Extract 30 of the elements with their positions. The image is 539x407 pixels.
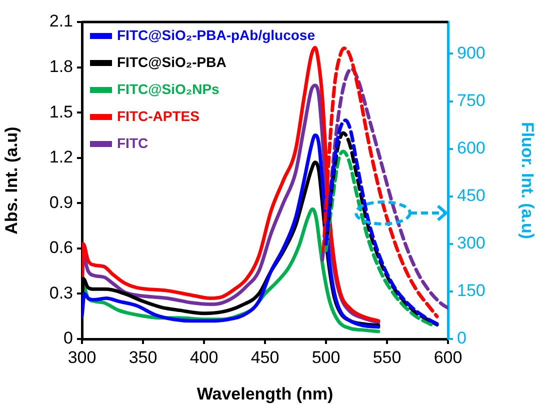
x-axis-title: Wavelength (nm) xyxy=(196,384,334,404)
x-tick-label: 600 xyxy=(434,348,462,367)
y2-tick-label: 600 xyxy=(457,138,486,158)
x-tick-label: 400 xyxy=(190,348,218,367)
y-axis-title: Abs. Int. (a.u) xyxy=(2,126,21,234)
x-tick-label: 350 xyxy=(128,348,158,367)
y-tick-label: 1.8 xyxy=(49,56,73,76)
y2-tick-label: 0 xyxy=(457,328,466,348)
y-tick-label: 0.3 xyxy=(49,283,73,302)
legend-label: FITC-APTES xyxy=(117,108,200,124)
y2-tick-label: 900 xyxy=(457,43,486,62)
x-tick-label: 550 xyxy=(372,348,402,367)
y-tick-label: 0.6 xyxy=(49,238,73,258)
x-tick-label: 300 xyxy=(68,348,96,367)
x-tick-label: 450 xyxy=(250,348,280,367)
y2-tick-label: 750 xyxy=(457,90,486,110)
y2-tick-label: 150 xyxy=(457,281,486,300)
y-tick-label: 0.9 xyxy=(49,192,73,212)
legend-label: FITC@SiO₂NPs xyxy=(117,80,220,97)
legend-label: FITC@SiO₂-PBA-pAb/glucose xyxy=(117,26,316,43)
y2-tick-label: 450 xyxy=(457,186,486,206)
legend-label: FITC xyxy=(117,134,148,151)
y-tick-label: 0 xyxy=(64,328,73,348)
y-tick-label: 2.1 xyxy=(49,12,73,31)
y-tick-label: 1.5 xyxy=(49,102,73,122)
y-tick-label: 1.2 xyxy=(49,148,73,167)
legend-label: FITC@SiO₂-PBA xyxy=(117,54,226,70)
y2-tick-label: 300 xyxy=(457,234,486,253)
x-tick-label: 500 xyxy=(312,348,340,367)
y2-axis-title: Fluor. Int. (a.u) xyxy=(518,122,538,240)
